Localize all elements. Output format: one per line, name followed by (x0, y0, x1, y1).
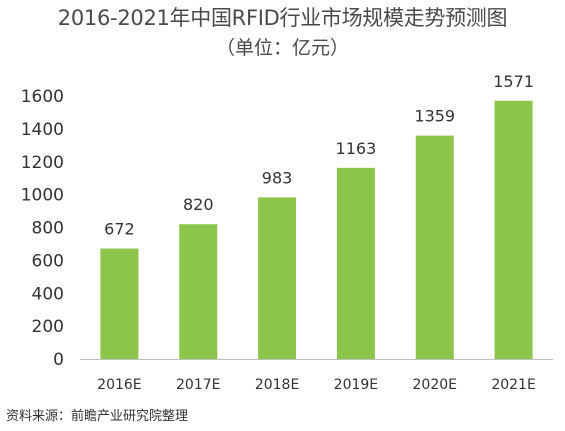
bar-2016E (100, 248, 139, 359)
x-tick-label: 2020E (413, 377, 457, 393)
x-axis-ticks: 2016E 2017E 2018E 2019E 2020E 2021E (97, 377, 536, 393)
x-tick-label: 2019E (334, 377, 378, 393)
data-label-2018E: 983 (262, 168, 293, 187)
y-tick-label: 0 (53, 350, 64, 370)
y-tick-label: 800 (32, 219, 64, 239)
chart-subtitle: （单位：亿元） (215, 37, 349, 59)
y-tick-label: 1400 (21, 120, 64, 140)
x-tick-label: 2016E (97, 377, 141, 393)
bar-2018E (258, 197, 297, 359)
chart-title: 2016-2021年中国RFID行业市场规模走势预测图 (57, 6, 508, 30)
x-tick-label: 2017E (176, 377, 220, 393)
data-label-2020E: 1359 (414, 107, 455, 126)
y-axis-ticks: 0 200 400 600 800 1000 1200 1400 1600 (21, 87, 64, 370)
bars (100, 100, 533, 359)
data-label-2019E: 1163 (336, 139, 377, 158)
data-label-2016E: 672 (104, 220, 135, 239)
bar-2021E (494, 100, 533, 359)
y-tick-label: 400 (32, 284, 64, 304)
y-tick-label: 1600 (21, 87, 64, 107)
x-tick-label: 2018E (255, 377, 299, 393)
y-tick-label: 1000 (21, 186, 64, 206)
bar-2019E (336, 167, 375, 359)
bar-2020E (415, 135, 454, 359)
bar-2017E (179, 224, 218, 359)
source-note: 资料来源：前瞻产业研究院整理 (6, 409, 189, 424)
data-label-2021E: 1571 (493, 72, 534, 91)
x-tick-label: 2021E (491, 377, 535, 393)
y-tick-label: 200 (32, 317, 64, 337)
value-labels: 672 820 983 1163 1359 1571 (104, 72, 534, 239)
y-tick-label: 600 (32, 251, 64, 271)
data-label-2017E: 820 (183, 195, 214, 214)
y-tick-label: 1200 (21, 153, 64, 173)
